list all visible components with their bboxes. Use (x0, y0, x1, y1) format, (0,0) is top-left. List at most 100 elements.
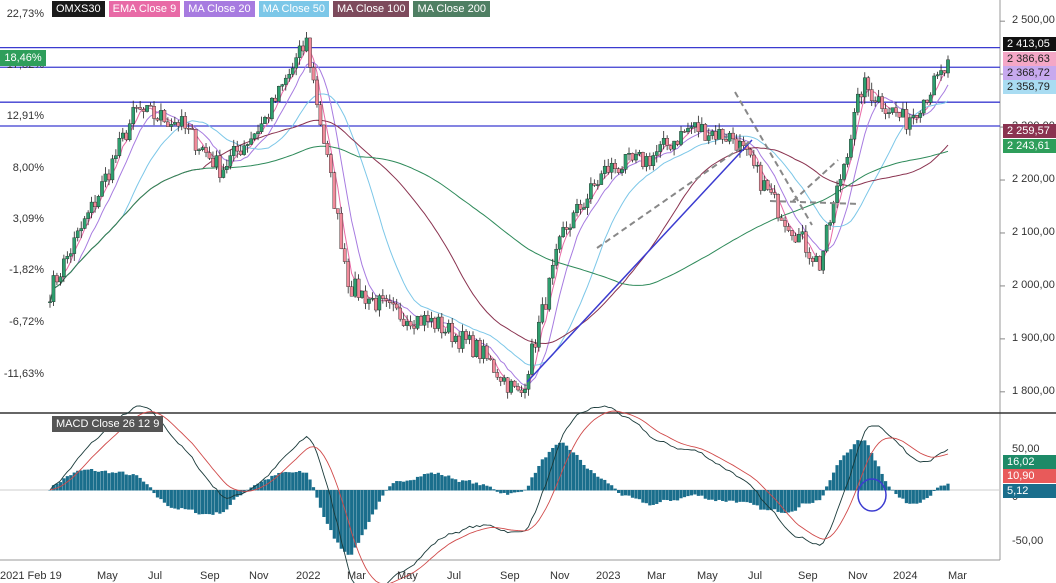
candle (304, 37, 309, 52)
candle (381, 295, 385, 299)
left-axis-tick: 3,09% (12, 213, 44, 225)
macd-histogram-bar (700, 490, 704, 496)
candle (204, 147, 208, 153)
macd-histogram-bar (721, 490, 725, 501)
macd-histogram-bar (575, 454, 579, 491)
macd-histogram-bar (939, 485, 943, 491)
macd-histogram-bar (863, 440, 867, 491)
macd-histogram-bar (110, 472, 115, 491)
macd-histogram-bar (672, 490, 676, 501)
macd-histogram-bar (634, 490, 638, 499)
legend-item: MA Close 100 (332, 1, 410, 17)
macd-histogram-bar (651, 490, 655, 505)
macd-histogram-bar (922, 490, 926, 500)
dashed-trendline (734, 91, 813, 226)
macd-histogram-bar (887, 486, 891, 491)
candle (530, 343, 534, 375)
candle (758, 164, 763, 191)
macd-histogram-bar (478, 485, 482, 491)
macd-histogram-bar (155, 490, 160, 498)
macd-histogram-bar (506, 490, 510, 495)
candle (335, 208, 340, 214)
candle (176, 122, 181, 127)
macd-histogram-bar (811, 490, 815, 503)
candle (138, 107, 142, 110)
macd-histogram-bar (804, 490, 808, 504)
macd-histogram-bar (818, 490, 822, 501)
macd-histogram-bar (558, 442, 562, 491)
macd-histogram-bar (856, 440, 860, 491)
candle (107, 173, 111, 181)
candle (110, 158, 115, 181)
macd-histogram-bar (83, 469, 87, 491)
macd-histogram-bar (655, 490, 659, 504)
macd-histogram-bar (793, 490, 798, 511)
candle (814, 256, 819, 262)
macd-histogram-bar (946, 483, 950, 491)
macd-histogram-bar (294, 472, 298, 491)
macd-histogram-bar (405, 480, 409, 491)
candle (578, 204, 583, 210)
macd-histogram-bar (838, 460, 843, 491)
macd-histogram-bar (488, 486, 492, 491)
macd-histogram-bar (318, 490, 323, 508)
candle (734, 138, 739, 151)
x-axis-label: Jul (447, 570, 462, 582)
macd-histogram-bar (866, 445, 870, 491)
candle (485, 345, 489, 359)
macd-histogram-bar (343, 490, 347, 552)
candle (349, 286, 354, 297)
candle (460, 331, 465, 349)
macd-histogram-bar (551, 447, 555, 491)
macd-histogram-bar (755, 490, 759, 506)
x-axis-label: Nov (848, 570, 868, 582)
candle (557, 236, 562, 250)
candle (245, 144, 250, 146)
candle (131, 107, 136, 124)
macd-histogram-bar (610, 485, 614, 491)
candle (675, 140, 680, 145)
macd-histogram-bar (311, 487, 316, 491)
macd-histogram-bar (381, 490, 385, 496)
macd-histogram-bar (93, 470, 97, 491)
macd-histogram-bar (648, 490, 652, 506)
macd-badge: 5,12 (1003, 484, 1056, 498)
macd-histogram-bar (741, 490, 746, 502)
macd-histogram-bar (90, 468, 94, 491)
macd-histogram-bar (894, 490, 898, 495)
macd-histogram-bar (537, 465, 541, 491)
candle (231, 146, 236, 156)
candle (800, 231, 805, 235)
x-axis-label: May (697, 570, 718, 582)
candle (141, 109, 146, 112)
dashed-trendline (769, 200, 861, 205)
macd-histogram-bar (825, 486, 829, 491)
macd-histogram-bar (96, 471, 101, 491)
candle (82, 218, 87, 229)
macd-histogram-bar (72, 472, 76, 491)
candle (155, 118, 160, 121)
macd-histogram-bar (433, 473, 437, 491)
candle (193, 129, 198, 151)
candle (838, 179, 843, 187)
candle (637, 152, 642, 155)
macd-histogram-bar (734, 490, 739, 503)
candle (415, 316, 420, 329)
macd-histogram-bar (821, 490, 825, 496)
candle (329, 154, 333, 173)
candle (443, 331, 448, 334)
candle (717, 129, 721, 140)
candle (495, 372, 500, 378)
macd-histogram-bar (471, 483, 475, 491)
left-axis-tick: 12,91% (6, 110, 44, 122)
macd-histogram-bar (565, 445, 569, 491)
macd-histogram-bar (356, 490, 361, 543)
macd-histogram-bar (842, 455, 846, 491)
candle (544, 304, 548, 310)
candle (346, 261, 350, 287)
candle (831, 202, 836, 223)
candle (779, 217, 784, 221)
trendline (526, 139, 753, 383)
macd-histogram-bar (880, 473, 884, 491)
